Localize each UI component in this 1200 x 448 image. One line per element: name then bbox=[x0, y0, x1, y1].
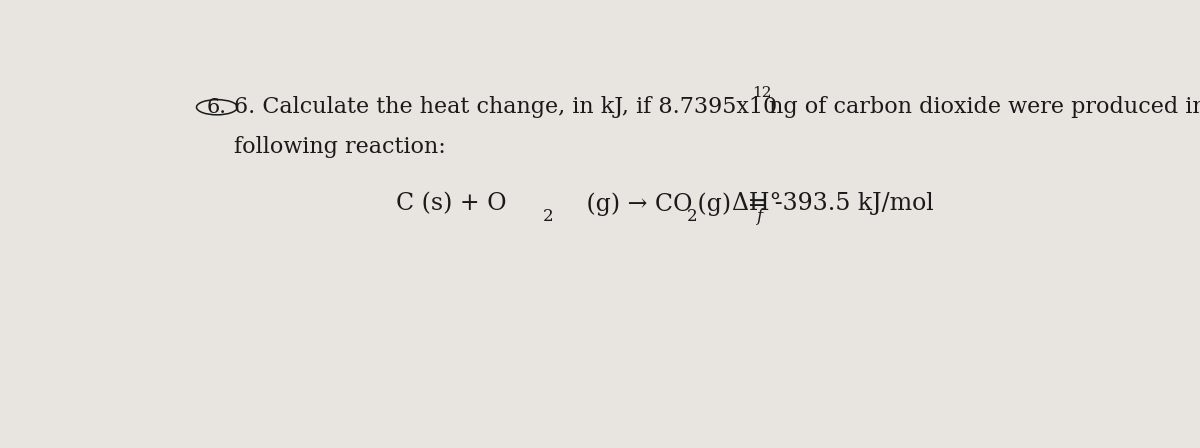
Text: ΔH°: ΔH° bbox=[716, 192, 781, 215]
Text: 6. Calculate the heat change, in kJ, if 8.7395x10: 6. Calculate the heat change, in kJ, if … bbox=[234, 96, 776, 118]
Text: ng of carbon dioxide were produced in the: ng of carbon dioxide were produced in th… bbox=[762, 96, 1200, 118]
Text: 2: 2 bbox=[542, 208, 553, 225]
Text: C (s) + O: C (s) + O bbox=[396, 192, 508, 215]
Text: 12: 12 bbox=[752, 86, 772, 100]
Text: following reaction:: following reaction: bbox=[234, 136, 445, 158]
Text: f: f bbox=[756, 208, 762, 225]
Text: (g): (g) bbox=[690, 192, 732, 215]
Text: (g) → CO: (g) → CO bbox=[580, 192, 692, 215]
Text: = -393.5 kJ/mol: = -393.5 kJ/mol bbox=[740, 192, 934, 215]
Text: 2: 2 bbox=[686, 208, 697, 225]
Text: 6.: 6. bbox=[206, 99, 227, 117]
